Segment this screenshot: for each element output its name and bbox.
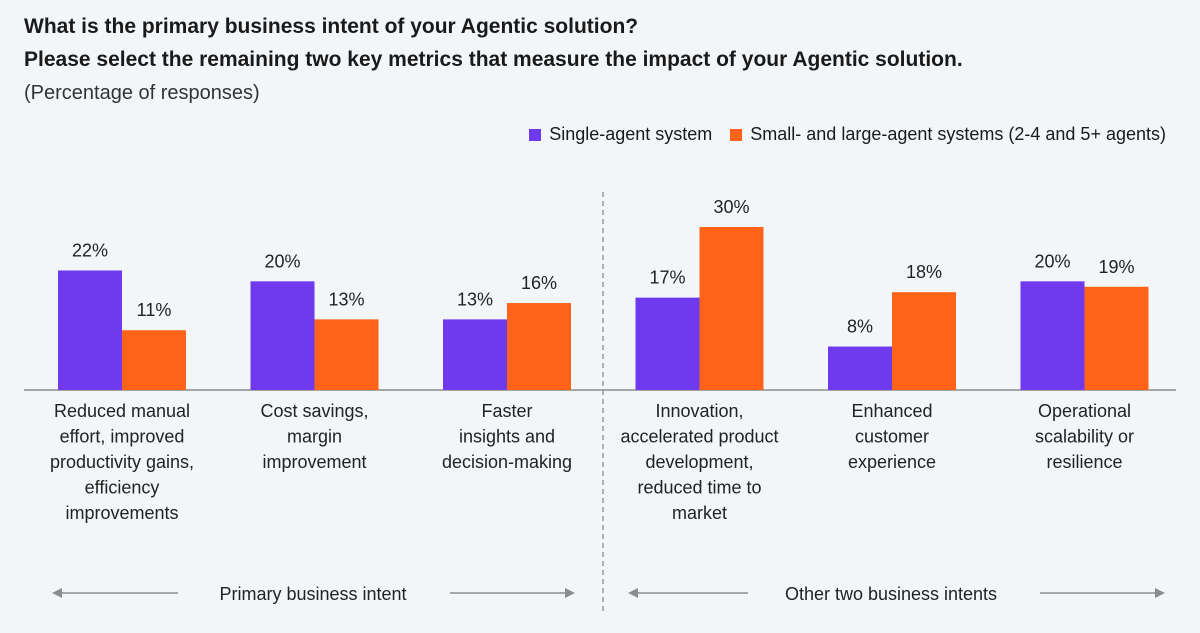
bar-single-4 <box>828 346 892 390</box>
group-arrow-right-head-0 <box>565 588 575 598</box>
bar-single-3 <box>635 297 700 390</box>
category-label-5: Operational scalability or resilience <box>1035 401 1134 472</box>
bar-multi-4 <box>892 292 956 390</box>
data-label-single-1: 20% <box>264 251 300 271</box>
group-label-0: Primary business intent <box>219 584 406 604</box>
legend: Single-agent system Small- and large-age… <box>511 124 1166 145</box>
group-arrow-left-head-0 <box>52 588 62 598</box>
legend-label-single-agent: Single-agent system <box>549 124 713 144</box>
data-label-single-2: 13% <box>457 289 493 309</box>
group-arrow-right-head-1 <box>1155 588 1165 598</box>
data-label-multi-4: 18% <box>906 262 942 282</box>
chart-note: (Percentage of responses) <box>24 82 260 104</box>
bar-multi-1 <box>314 319 379 390</box>
chart-title: What is the primary business intent of y… <box>24 15 639 38</box>
legend-swatch-single-agent <box>529 128 542 141</box>
bar-multi-0 <box>122 330 186 390</box>
category-label-2: Faster insights and decision-making <box>442 401 572 472</box>
bar-single-5 <box>1020 281 1085 390</box>
category-label-4: Enhanced customer experience <box>848 401 936 472</box>
data-label-multi-0: 11% <box>137 300 172 320</box>
legend-item-multi-agent: Small- and large-agent systems (2-4 and … <box>730 124 1166 145</box>
group-arrow-left-head-1 <box>628 588 638 598</box>
category-label-1: Cost savings, margin improvement <box>260 401 368 472</box>
data-label-multi-2: 16% <box>521 273 557 293</box>
chart-subtitle: Please select the remaining two key metr… <box>24 48 963 71</box>
bar-multi-3 <box>699 227 764 390</box>
category-label-3: Innovation, accelerated product developmen… <box>620 401 778 523</box>
bar-single-0 <box>58 270 122 390</box>
data-label-single-3: 17% <box>649 268 685 288</box>
data-label-single-5: 20% <box>1034 251 1070 271</box>
legend-item-single-agent: Single-agent system <box>529 124 712 145</box>
data-label-multi-1: 13% <box>328 289 364 309</box>
category-label-0: Reduced manual effort, improved productivi… <box>50 401 194 523</box>
data-label-multi-5: 19% <box>1098 257 1134 277</box>
legend-swatch-multi-agent <box>730 128 743 141</box>
bar-multi-5 <box>1084 286 1149 390</box>
bar-single-1 <box>250 281 315 390</box>
group-label-1: Other two business intents <box>785 584 997 604</box>
bar-multi-2 <box>507 303 571 390</box>
data-label-single-4: 8% <box>847 317 873 337</box>
data-label-multi-3: 30% <box>713 197 749 217</box>
data-label-single-0: 22% <box>72 240 108 260</box>
bar-single-2 <box>443 319 507 390</box>
legend-label-multi-agent: Small- and large-agent systems (2-4 and … <box>750 124 1166 144</box>
